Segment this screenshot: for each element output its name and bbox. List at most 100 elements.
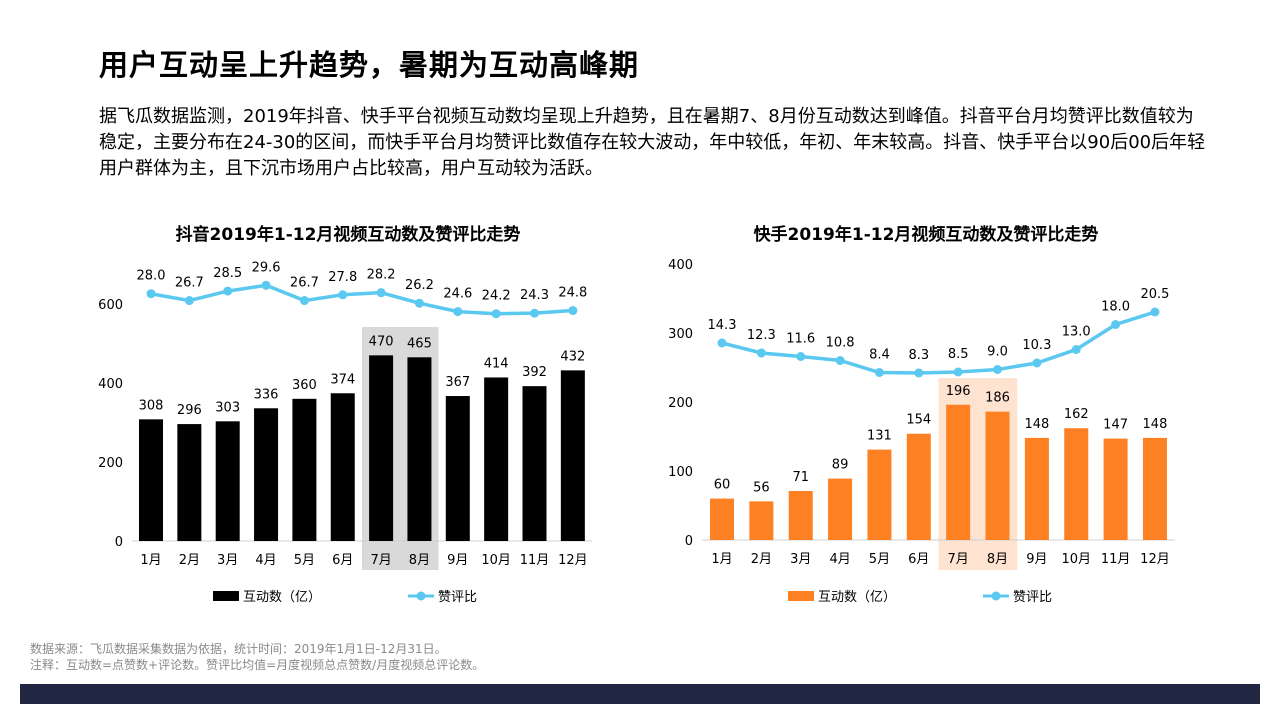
bar [867, 449, 892, 540]
line-label: 10.8 [826, 336, 855, 351]
line-point [1150, 307, 1160, 317]
line-label: 9.0 [987, 345, 1008, 360]
line-point [223, 286, 233, 296]
legend-marker-line [416, 591, 426, 601]
bar-label: 374 [330, 372, 355, 387]
line-point [184, 296, 194, 306]
line-point [993, 365, 1003, 374]
bar-label: 162 [1064, 407, 1089, 422]
line-label: 24.2 [482, 289, 511, 304]
bar [522, 386, 547, 541]
line-label: 20.5 [1140, 287, 1169, 302]
legend-label-bar: 互动数（亿） [243, 590, 321, 605]
x-tick-label: 6月 [332, 553, 353, 568]
line-label: 11.6 [786, 332, 815, 347]
x-tick-label: 8月 [987, 552, 1008, 567]
bar [985, 411, 1010, 540]
x-tick-label: 11月 [520, 553, 550, 568]
x-tick-label: 10月 [481, 553, 511, 568]
bar [788, 491, 813, 540]
x-tick-label: 10月 [1061, 552, 1091, 567]
line-point [568, 306, 578, 316]
line-point [796, 352, 806, 361]
line-point [453, 307, 463, 317]
bar [177, 424, 202, 541]
line-label: 26.7 [290, 276, 319, 291]
bar [407, 357, 432, 541]
line-point [914, 368, 924, 378]
x-tick-label: 7月 [948, 552, 969, 567]
y-tick-label: 400 [668, 258, 693, 273]
x-tick-label: 5月 [869, 552, 890, 567]
bar-label: 147 [1103, 418, 1128, 433]
bar [215, 421, 240, 541]
chart-title-douyin: 抖音2019年1-12月视频互动数及赞评比走势 [175, 225, 521, 245]
bar-label: 148 [1143, 417, 1168, 432]
x-tick-label: 3月 [790, 552, 811, 567]
bar-label: 465 [407, 336, 432, 351]
x-tick-label: 3月 [217, 553, 238, 568]
line-label: 10.3 [1022, 338, 1051, 353]
bar-label: 154 [906, 413, 931, 428]
y-tick-label: 0 [115, 535, 123, 550]
line-point [414, 298, 424, 308]
line-label: 8.3 [908, 348, 929, 363]
line-label: 18.0 [1101, 300, 1130, 315]
line-label: 8.4 [869, 348, 890, 363]
bar [560, 370, 585, 541]
footer-bar [20, 684, 1260, 704]
line-point [299, 296, 309, 306]
y-tick-label: 0 [685, 534, 693, 549]
line-label: 8.5 [948, 347, 969, 362]
bar [1064, 428, 1089, 540]
bar-label: 131 [867, 429, 892, 444]
bar-label: 296 [177, 403, 202, 418]
bar-label: 148 [1024, 417, 1049, 432]
bar-label: 432 [560, 349, 585, 364]
line-point [756, 348, 766, 358]
line-point [1111, 320, 1121, 329]
page-title: 用户互动呈上升趋势，暑期为互动高峰期 [99, 48, 640, 82]
legend-swatch-bar [213, 591, 239, 601]
line-point [1032, 358, 1042, 368]
legend-label-bar: 互动数（亿） [818, 590, 896, 605]
line-point [1071, 345, 1081, 354]
chart-title-kuaishou: 快手2019年1-12月视频互动数及赞评比走势 [753, 225, 1099, 245]
bar [906, 433, 931, 540]
remark-note: 注释：互动数=点赞数+评论数。赞评比均值=月度视频总点赞数/月度视频总评论数。 [30, 658, 485, 672]
bar-label: 89 [832, 458, 849, 473]
x-tick-label: 12月 [1140, 552, 1170, 567]
line-point [338, 290, 348, 300]
x-tick-label: 9月 [1026, 552, 1047, 567]
bar [484, 377, 509, 541]
bar [292, 398, 317, 541]
x-tick-label: 1月 [140, 553, 161, 568]
x-tick-label: 11月 [1101, 552, 1131, 567]
line-point [376, 288, 386, 298]
bar [139, 419, 163, 541]
x-tick-label: 2月 [751, 552, 772, 567]
bar-label: 303 [215, 400, 240, 415]
bar-label: 71 [792, 470, 809, 485]
legend-marker-line [991, 591, 1001, 601]
y-tick-label: 200 [98, 456, 123, 471]
line-series [721, 310, 1156, 375]
line-label: 26.7 [175, 276, 204, 291]
bar-label: 367 [445, 375, 470, 390]
bar-label: 392 [522, 365, 547, 380]
line-label: 26.2 [405, 278, 434, 293]
y-tick-label: 100 [668, 465, 693, 480]
x-tick-label: 7月 [370, 553, 391, 568]
x-tick-label: 9月 [447, 553, 468, 568]
bar-label: 196 [946, 384, 971, 399]
line-label: 12.3 [747, 328, 776, 343]
line-label: 24.6 [443, 287, 472, 302]
y-tick-label: 200 [668, 396, 693, 411]
bar-label: 56 [753, 480, 770, 495]
line-point [491, 309, 501, 319]
line-label: 27.8 [328, 270, 357, 285]
bar [1103, 438, 1128, 540]
x-tick-label: 12月 [558, 553, 588, 568]
line-label: 28.2 [367, 268, 396, 283]
